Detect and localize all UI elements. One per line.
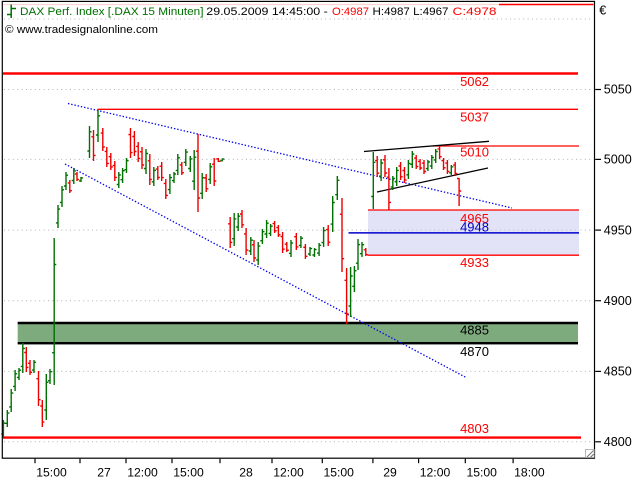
svg-text:27: 27 <box>97 466 111 480</box>
svg-text:12:00: 12:00 <box>420 466 451 480</box>
svg-text:15:00: 15:00 <box>466 466 497 480</box>
svg-text:C:4978: C:4978 <box>453 6 497 18</box>
svg-text:29.05.2009 14:45:00 -: 29.05.2009 14:45:00 - <box>206 6 328 18</box>
svg-text:© www.tradesignalonline.com: © www.tradesignalonline.com <box>5 24 158 36</box>
svg-text:15:00: 15:00 <box>173 466 204 480</box>
svg-text:4870: 4870 <box>460 344 489 359</box>
svg-text:O:4987: O:4987 <box>332 6 369 18</box>
svg-text:5010: 5010 <box>460 144 489 159</box>
svg-text:12:00: 12:00 <box>127 466 158 480</box>
svg-text:28: 28 <box>239 466 253 480</box>
svg-text:€: € <box>599 4 606 18</box>
svg-text:4900: 4900 <box>604 294 632 308</box>
svg-text:5037: 5037 <box>460 110 489 125</box>
svg-text:4850: 4850 <box>604 365 632 379</box>
svg-text:15:00: 15:00 <box>36 466 67 480</box>
svg-text:4933: 4933 <box>460 255 489 270</box>
svg-text:12:00: 12:00 <box>273 466 304 480</box>
svg-text:H:4987 L:4967: H:4987 L:4967 <box>373 6 449 18</box>
svg-text:5000: 5000 <box>604 153 632 167</box>
svg-text:4965: 4965 <box>460 211 489 226</box>
svg-text:4950: 4950 <box>604 223 632 237</box>
svg-text:15:00: 15:00 <box>323 466 354 480</box>
svg-text:4803: 4803 <box>460 421 489 436</box>
svg-text:4948: 4948 <box>460 219 489 234</box>
svg-text:5050: 5050 <box>604 83 632 97</box>
svg-text:4885: 4885 <box>460 322 489 337</box>
svg-text:4800: 4800 <box>604 435 632 449</box>
svg-text:5062: 5062 <box>460 74 489 89</box>
svg-text:DAX Perf. Index [.DAX 15 Minu: DAX Perf. Index [.DAX 15 Minuten] <box>20 6 204 18</box>
svg-text:29: 29 <box>383 466 397 480</box>
svg-text:18:00: 18:00 <box>514 466 545 480</box>
